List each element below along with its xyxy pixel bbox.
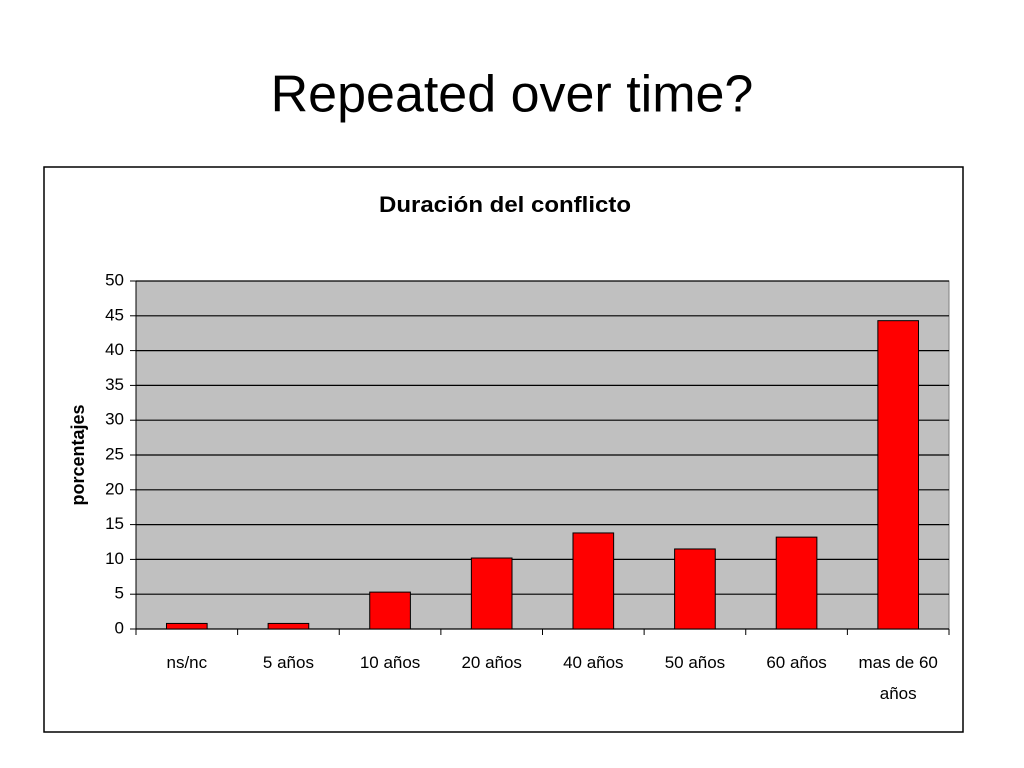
bar <box>877 320 920 630</box>
y-tick-label: 0 <box>115 618 124 637</box>
y-axis-label: porcentajes <box>68 404 88 505</box>
y-tick-label: 15 <box>105 514 124 533</box>
y-tick-label: 30 <box>105 410 124 429</box>
x-tick-label: mas de 60 años <box>858 653 938 703</box>
bar <box>674 548 716 630</box>
y-tick-label: 45 <box>105 305 124 324</box>
bar <box>572 532 615 630</box>
bar <box>775 536 818 630</box>
bar <box>267 622 310 630</box>
bar <box>470 557 513 630</box>
y-tick-label: 20 <box>105 479 124 498</box>
y-tick-label: 25 <box>105 444 124 463</box>
x-tick-label: 50 años <box>664 653 726 672</box>
chart-title: Duración del conflicto <box>379 192 631 217</box>
x-tick-label: ns/nc <box>166 653 208 672</box>
x-tick-label: 20 años <box>461 653 522 672</box>
x-tick-label: 5 años <box>262 653 314 672</box>
y-tick-label: 40 <box>105 340 124 359</box>
y-tick-label: 50 <box>105 270 124 289</box>
x-tick-label: 10 años <box>359 653 421 672</box>
bar <box>165 622 208 630</box>
y-tick-label: 10 <box>105 549 124 568</box>
bar <box>369 591 411 630</box>
y-tick-label: 5 <box>115 584 124 603</box>
x-tick-label: 60 años <box>766 653 827 672</box>
y-tick-label: 35 <box>105 375 124 394</box>
slide-title: Repeated over time? <box>271 66 754 124</box>
x-tick-label: 40 años <box>563 653 624 672</box>
